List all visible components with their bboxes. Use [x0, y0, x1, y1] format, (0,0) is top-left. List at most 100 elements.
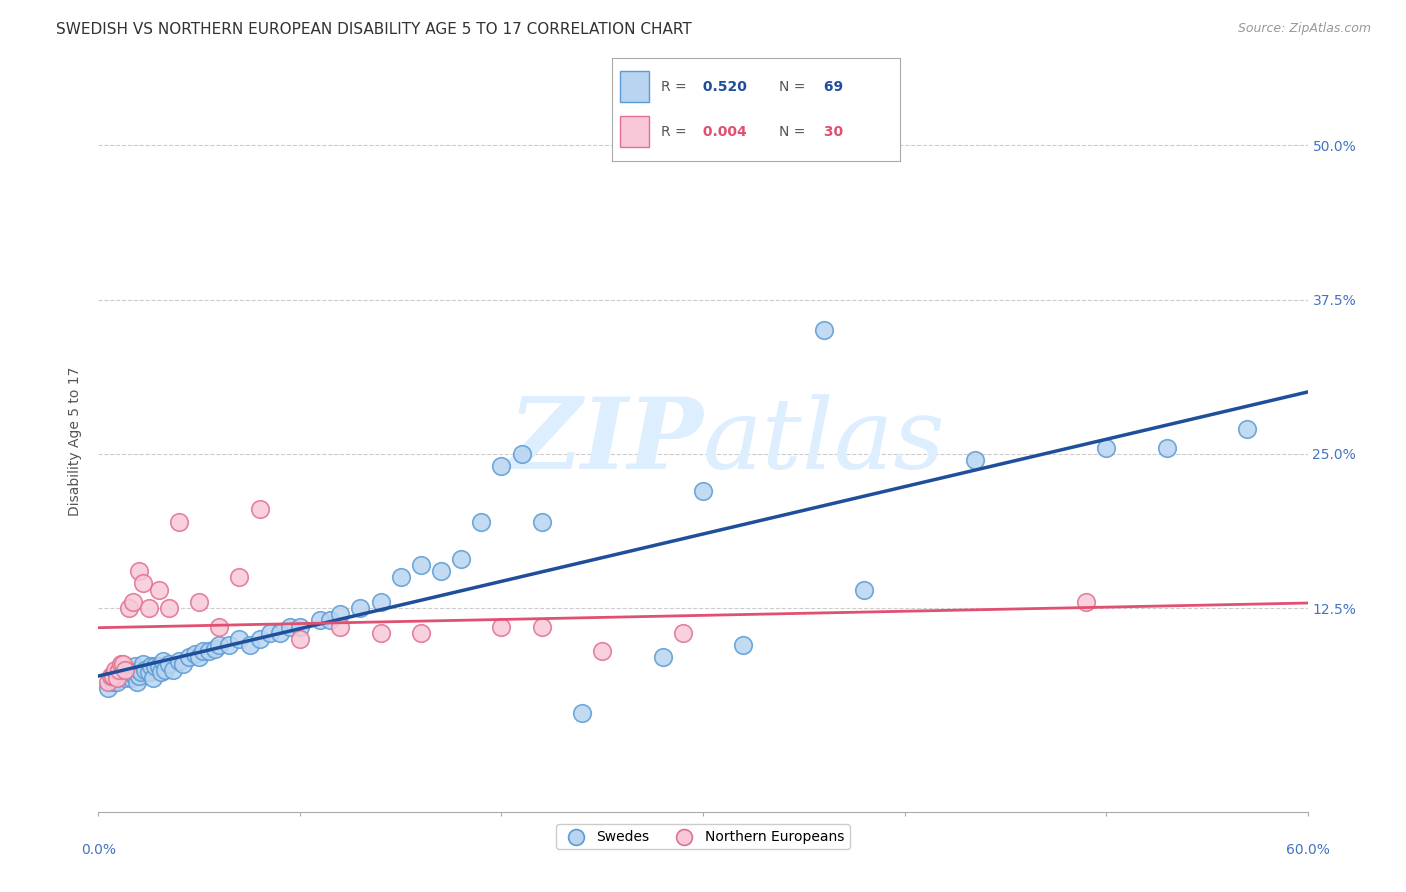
- Point: [138, 601, 160, 615]
- Point: [110, 657, 132, 671]
- Point: [470, 515, 492, 529]
- Point: [329, 607, 352, 622]
- Point: [692, 483, 714, 498]
- Point: [97, 675, 120, 690]
- Point: [651, 650, 673, 665]
- Y-axis label: Disability Age 5 to 17: Disability Age 5 to 17: [69, 367, 83, 516]
- Text: atlas: atlas: [703, 394, 946, 489]
- Point: [450, 551, 472, 566]
- Text: R =: R =: [661, 79, 686, 94]
- Point: [1236, 422, 1258, 436]
- Point: [97, 681, 120, 696]
- Text: 69: 69: [820, 79, 844, 94]
- Text: ZIP: ZIP: [508, 393, 703, 490]
- Point: [110, 669, 132, 683]
- Point: [1095, 441, 1118, 455]
- Point: [228, 632, 250, 646]
- Point: [329, 619, 352, 633]
- Point: [409, 558, 432, 572]
- Point: [1074, 595, 1097, 609]
- Point: [188, 650, 211, 665]
- Point: [167, 654, 190, 668]
- Point: [172, 657, 194, 671]
- Legend: Swedes, Northern Europeans: Swedes, Northern Europeans: [555, 824, 851, 849]
- Point: [107, 663, 129, 677]
- Point: [114, 672, 136, 686]
- Point: [510, 447, 533, 461]
- Point: [319, 614, 342, 628]
- Point: [153, 663, 176, 677]
- Point: [105, 672, 128, 686]
- Text: R =: R =: [661, 125, 686, 139]
- Point: [128, 663, 150, 677]
- Point: [1156, 441, 1178, 455]
- Point: [132, 657, 155, 671]
- Point: [101, 675, 124, 690]
- Point: [249, 632, 271, 646]
- Point: [134, 663, 156, 677]
- Text: 60.0%: 60.0%: [1285, 843, 1330, 856]
- Point: [571, 706, 593, 720]
- Point: [370, 595, 392, 609]
- Point: [105, 675, 128, 690]
- Text: 30: 30: [820, 125, 844, 139]
- Point: [188, 595, 211, 609]
- Point: [204, 641, 226, 656]
- Point: [370, 625, 392, 640]
- Point: [157, 601, 180, 615]
- Point: [138, 665, 160, 680]
- Bar: [620, 117, 650, 147]
- Point: [125, 675, 148, 690]
- Point: [103, 669, 125, 683]
- Point: [309, 614, 332, 628]
- Point: [733, 638, 755, 652]
- Point: [162, 663, 184, 677]
- Point: [149, 665, 172, 680]
- Point: [228, 570, 250, 584]
- Point: [208, 619, 231, 633]
- Point: [389, 570, 412, 584]
- Point: [132, 576, 155, 591]
- Point: [269, 625, 291, 640]
- Point: [100, 669, 122, 683]
- Point: [288, 632, 311, 646]
- Point: [111, 657, 134, 671]
- Point: [198, 644, 221, 658]
- Point: [239, 638, 262, 652]
- Point: [278, 619, 301, 633]
- Point: [813, 324, 835, 338]
- Point: [530, 619, 553, 633]
- Text: 0.0%: 0.0%: [82, 843, 115, 856]
- Point: [184, 647, 207, 661]
- Point: [124, 659, 146, 673]
- Point: [143, 659, 166, 673]
- Point: [103, 663, 125, 677]
- Point: [288, 619, 311, 633]
- Text: N =: N =: [779, 125, 806, 139]
- Point: [349, 601, 371, 615]
- Point: [208, 638, 231, 652]
- Point: [249, 502, 271, 516]
- Point: [853, 582, 876, 597]
- Point: [128, 669, 150, 683]
- Point: [118, 666, 141, 681]
- Point: [107, 663, 129, 677]
- Point: [409, 625, 432, 640]
- Point: [114, 663, 136, 677]
- Point: [491, 459, 513, 474]
- Text: N =: N =: [779, 79, 806, 94]
- Point: [121, 666, 143, 681]
- Point: [142, 672, 165, 686]
- Text: 0.004: 0.004: [699, 125, 747, 139]
- Point: [111, 663, 134, 677]
- Bar: [620, 71, 650, 102]
- Point: [193, 644, 215, 658]
- Point: [491, 619, 513, 633]
- Point: [672, 625, 695, 640]
- Point: [167, 515, 190, 529]
- Point: [148, 659, 170, 673]
- Point: [120, 672, 142, 686]
- Text: Source: ZipAtlas.com: Source: ZipAtlas.com: [1237, 22, 1371, 36]
- Point: [118, 601, 141, 615]
- Point: [148, 582, 170, 597]
